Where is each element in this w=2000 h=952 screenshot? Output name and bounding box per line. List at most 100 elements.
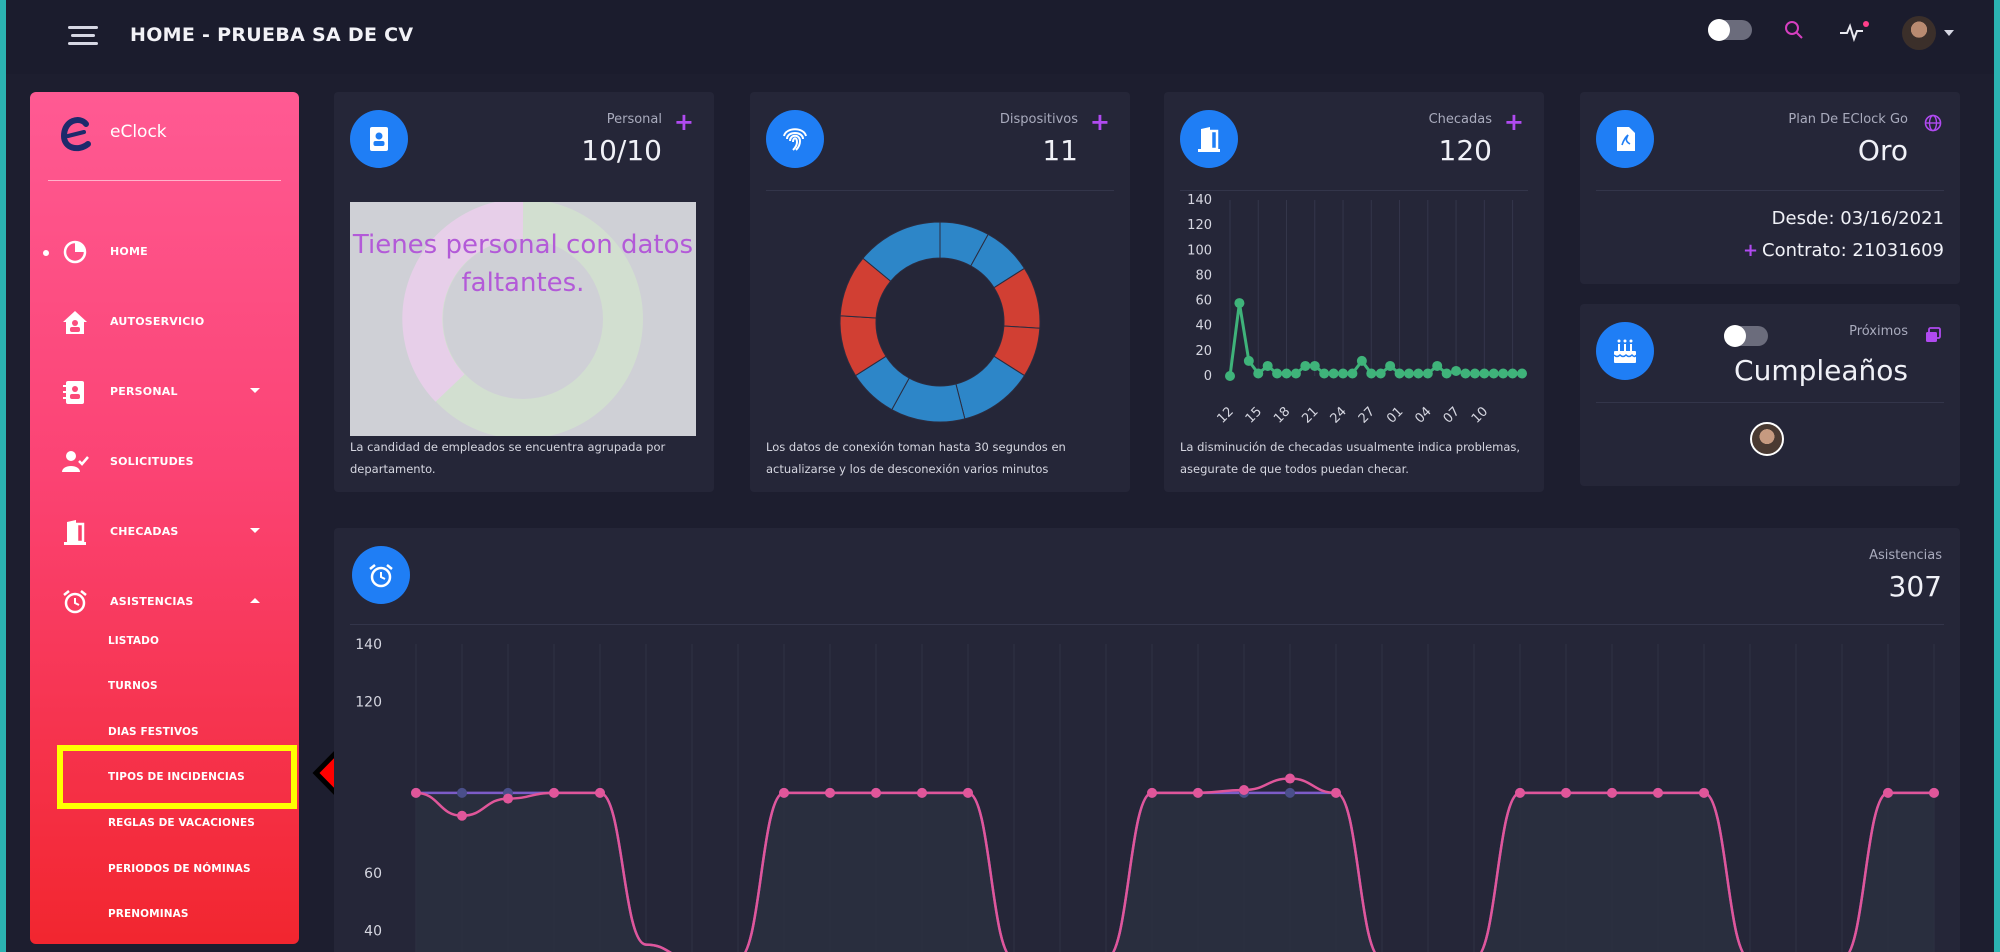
personal-chart-placeholder: Tienes personal con datos faltantes. — [350, 202, 696, 436]
sidebar-item-label: CHECADAS — [110, 525, 179, 538]
data-point — [1225, 371, 1235, 381]
plan-icon-circle — [1596, 110, 1654, 168]
birthday-user-avatar[interactable] — [1750, 422, 1784, 456]
sidebar-item-home[interactable]: HOME — [30, 232, 299, 272]
alarm-clock-icon — [369, 564, 393, 588]
y-tick-label: 40 — [1195, 319, 1212, 334]
user-avatar[interactable] — [1902, 16, 1936, 50]
personal-caption: Personal — [606, 112, 662, 127]
data-point — [1699, 787, 1709, 798]
birthday-cake-icon — [1613, 339, 1637, 363]
asistencias-line-chart: 140 120 60 40 — [355, 637, 1939, 952]
data-point — [1366, 368, 1377, 379]
data-point — [549, 787, 559, 798]
search-icon[interactable] — [1784, 20, 1804, 40]
personal-icon-circle — [350, 110, 408, 168]
divider — [48, 180, 281, 181]
data-point — [1883, 787, 1893, 798]
y-tick-label: 40 — [364, 923, 382, 939]
sidebar-subitem-dias-festivos[interactable]: DIAS FESTIVOS — [30, 717, 299, 747]
data-point — [1328, 368, 1339, 379]
theme-toggle[interactable] — [1708, 19, 1752, 41]
divider — [1596, 190, 1944, 191]
sidebar-item-label: PERSONAL — [110, 385, 178, 398]
sidebar-subitem-turnos[interactable]: TURNOS — [30, 671, 299, 701]
sidebar-subitem-reglas-de-vacaciones[interactable]: REGLAS DE VACACIONES — [30, 808, 299, 838]
data-point — [1929, 787, 1939, 798]
data-point — [1319, 368, 1330, 379]
globe-icon[interactable] — [1924, 114, 1942, 132]
data-point — [1234, 298, 1245, 309]
sidebar-subitem-tipos-de-incidencias[interactable]: TIPOS DE INCIDENCIAS — [30, 762, 299, 792]
x-tick-label: 15 — [1243, 404, 1265, 426]
checadas-card: Checadas 120 + 0 20 40 60 80 100 120 140 12 15 18 2… — [1164, 92, 1544, 492]
data-point — [1239, 784, 1249, 795]
x-tick-label: 10 — [1469, 404, 1491, 426]
sidebar-item-label: HOME — [110, 245, 148, 258]
chevron-down-icon[interactable] — [250, 528, 260, 533]
door-icon — [64, 520, 86, 545]
sidebar-item-autoservicio[interactable]: AUTOSERVICIO — [30, 302, 299, 342]
data-point — [1469, 368, 1480, 379]
data-point — [825, 787, 835, 798]
data-point — [1498, 368, 1509, 379]
y-tick-label: 140 — [355, 637, 382, 653]
add-personal-button[interactable]: + — [673, 108, 694, 136]
sidebar-subitem-label: DIAS FESTIVOS — [108, 726, 199, 738]
sidebar-item-solicitudes[interactable]: SOLICITUDES — [30, 442, 299, 482]
birthdays-caption: Próximos — [1849, 324, 1908, 339]
y-tick-label: 20 — [1195, 344, 1212, 359]
sidebar-subitem-listado[interactable]: LISTADO — [30, 626, 299, 656]
sidebar-subitem-label: LISTADO — [108, 635, 159, 647]
chevron-up-icon[interactable] — [250, 598, 260, 603]
data-point — [1309, 360, 1320, 371]
checadas-value: 120 — [1438, 134, 1492, 167]
x-tick-label: 07 — [1441, 404, 1463, 426]
divider — [766, 190, 1114, 191]
data-point — [1243, 355, 1254, 366]
data-point — [1285, 787, 1295, 798]
chevron-down-icon[interactable] — [1944, 30, 1954, 36]
address-book-icon — [370, 127, 388, 151]
x-tick-label: 27 — [1356, 404, 1378, 426]
data-point — [1479, 368, 1490, 379]
top-bar: HOME - PRUEBA SA DE CV — [6, 0, 1994, 74]
active-indicator — [43, 250, 49, 256]
personal-value: 10/10 — [581, 134, 662, 167]
sidebar-item-checadas[interactable]: CHECADAS — [30, 512, 299, 552]
data-point — [1375, 368, 1386, 379]
sidebar-subitem-prenominas[interactable]: PRENOMINAS — [30, 899, 299, 929]
data-point — [963, 787, 973, 798]
add-checada-button[interactable]: + — [1503, 108, 1524, 136]
data-point — [1300, 360, 1311, 371]
dispositivos-caption: Dispositivos — [999, 112, 1078, 127]
sidebar: eClock HOME AUTOSERVICIO PERSONAL — [30, 92, 299, 944]
sidebar-item-personal[interactable]: PERSONAL — [30, 372, 299, 412]
add-dispositivo-button[interactable]: + — [1089, 108, 1110, 136]
data-point — [503, 793, 513, 804]
menu-icon[interactable] — [68, 26, 98, 48]
sidebar-item-label: AUTOSERVICIO — [110, 315, 205, 328]
birthdays-value: Cumpleaños — [1734, 354, 1908, 387]
y-tick-label: 60 — [364, 866, 382, 882]
birthdays-toggle[interactable] — [1724, 325, 1768, 347]
house-user-icon — [63, 311, 87, 334]
data-point — [1394, 368, 1405, 379]
activity-icon[interactable] — [1840, 20, 1870, 42]
data-point — [1517, 368, 1527, 379]
checadas-icon-circle — [1180, 110, 1238, 168]
data-point — [1281, 368, 1292, 379]
data-point — [1432, 360, 1443, 371]
data-point — [1460, 368, 1471, 379]
sidebar-item-label: ASISTENCIAS — [110, 595, 194, 608]
plus-icon[interactable]: + — [1742, 240, 1759, 261]
chevron-down-icon[interactable] — [250, 388, 260, 393]
asistencias-icon-circle — [352, 546, 410, 604]
x-tick-label: 12 — [1215, 404, 1237, 426]
data-point — [1413, 368, 1424, 379]
sidebar-item-asistencias[interactable]: ASISTENCIAS — [30, 582, 299, 622]
sidebar-subitem-periodos-de-nominas[interactable]: PERIODOS DE NÓMINAS — [30, 854, 299, 884]
window-restore-icon[interactable] — [1924, 326, 1942, 344]
pie-chart-icon — [63, 240, 87, 264]
data-point — [1338, 368, 1349, 379]
